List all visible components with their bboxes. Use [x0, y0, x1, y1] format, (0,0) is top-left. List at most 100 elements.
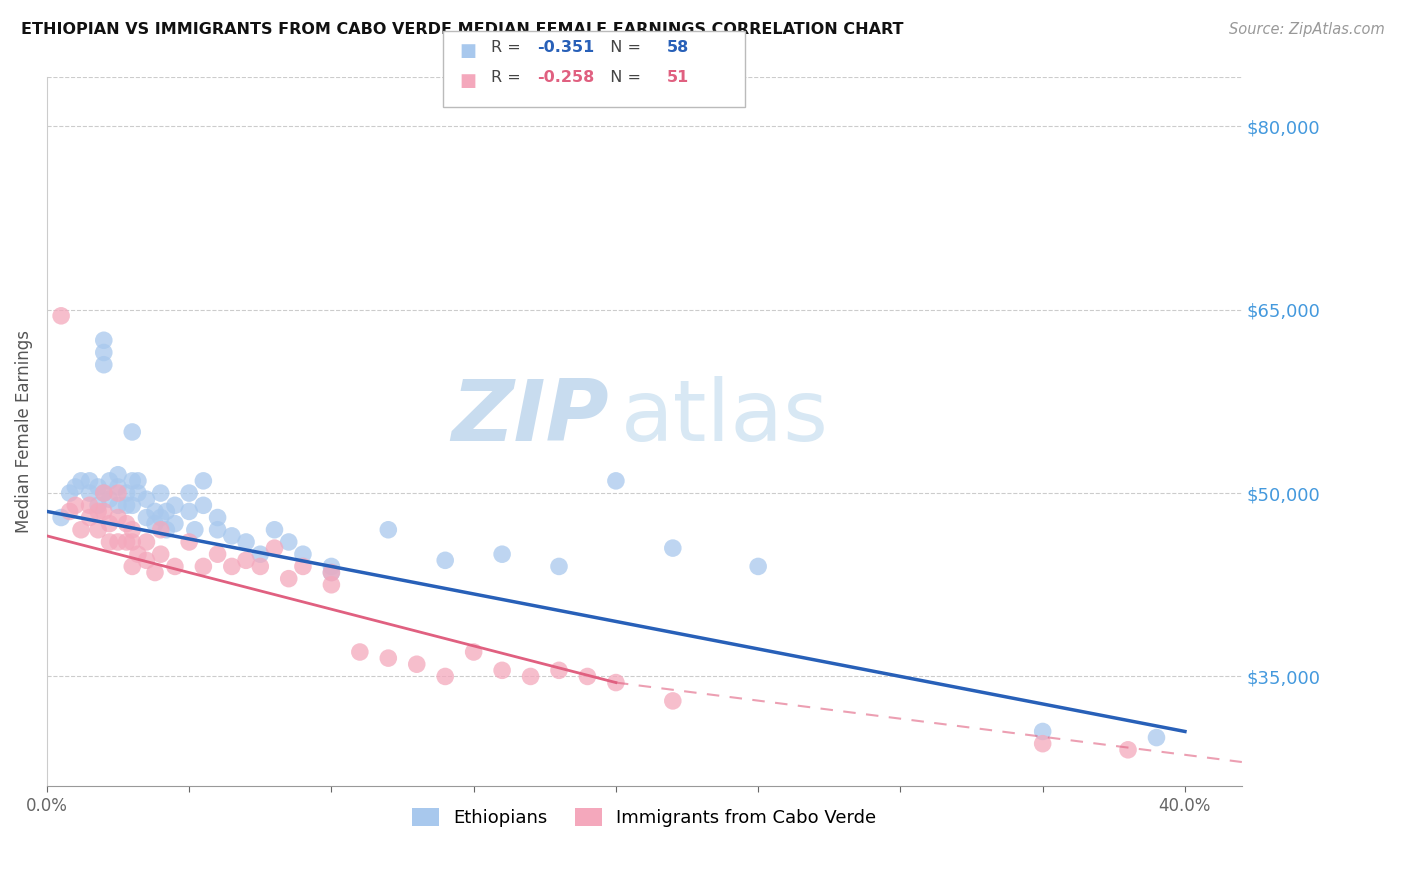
Point	[107, 498, 129, 512]
Point	[576, 669, 599, 683]
Point	[263, 541, 285, 555]
Point	[163, 498, 186, 512]
Text: N =: N =	[600, 70, 647, 85]
Point	[163, 559, 186, 574]
Point	[135, 510, 157, 524]
Point	[121, 474, 143, 488]
Point	[127, 486, 149, 500]
Point	[263, 523, 285, 537]
Point	[115, 498, 138, 512]
Point	[149, 523, 172, 537]
Point	[135, 553, 157, 567]
Point	[98, 492, 121, 507]
Point	[519, 669, 541, 683]
Text: ■: ■	[460, 72, 477, 90]
Point	[121, 425, 143, 439]
Text: N =: N =	[600, 40, 647, 55]
Point	[277, 572, 299, 586]
Point	[193, 474, 215, 488]
Point	[87, 523, 110, 537]
Point	[249, 559, 271, 574]
Text: R =: R =	[491, 70, 526, 85]
Point	[107, 467, 129, 482]
Point	[434, 669, 457, 683]
Point	[127, 474, 149, 488]
Point	[163, 516, 186, 531]
Point	[662, 694, 685, 708]
Point	[377, 651, 399, 665]
Text: Source: ZipAtlas.com: Source: ZipAtlas.com	[1229, 22, 1385, 37]
Point	[135, 535, 157, 549]
Point	[98, 535, 121, 549]
Point	[321, 578, 343, 592]
Point	[79, 486, 101, 500]
Point	[121, 559, 143, 574]
Point	[79, 510, 101, 524]
Point	[98, 474, 121, 488]
Point	[349, 645, 371, 659]
Point	[127, 547, 149, 561]
Point	[65, 498, 87, 512]
Point	[193, 559, 215, 574]
Point	[605, 675, 627, 690]
Point	[155, 504, 177, 518]
Text: ■: ■	[460, 42, 477, 60]
Point	[79, 474, 101, 488]
Text: 51: 51	[666, 70, 689, 85]
Point	[59, 504, 82, 518]
Point	[221, 559, 243, 574]
Point	[65, 480, 87, 494]
Text: R =: R =	[491, 40, 526, 55]
Point	[143, 504, 166, 518]
Legend: Ethiopians, Immigrants from Cabo Verde: Ethiopians, Immigrants from Cabo Verde	[405, 800, 884, 834]
Point	[49, 309, 72, 323]
Point	[434, 553, 457, 567]
Text: -0.258: -0.258	[537, 70, 595, 85]
Point	[107, 510, 129, 524]
Point	[249, 547, 271, 561]
Point	[107, 535, 129, 549]
Point	[49, 510, 72, 524]
Point	[179, 535, 201, 549]
Point	[107, 480, 129, 494]
Point	[1032, 737, 1054, 751]
Point	[1032, 724, 1054, 739]
Text: ZIP: ZIP	[451, 376, 609, 459]
Point	[193, 498, 215, 512]
Point	[235, 535, 257, 549]
Point	[79, 498, 101, 512]
Point	[93, 504, 115, 518]
Point	[107, 486, 129, 500]
Point	[207, 547, 229, 561]
Point	[179, 504, 201, 518]
Point	[291, 559, 314, 574]
Point	[1146, 731, 1168, 745]
Point	[321, 566, 343, 580]
Point	[377, 523, 399, 537]
Point	[491, 547, 513, 561]
Text: ETHIOPIAN VS IMMIGRANTS FROM CABO VERDE MEDIAN FEMALE EARNINGS CORRELATION CHART: ETHIOPIAN VS IMMIGRANTS FROM CABO VERDE …	[21, 22, 904, 37]
Point	[155, 523, 177, 537]
Point	[93, 486, 115, 500]
Point	[70, 523, 93, 537]
Point	[291, 547, 314, 561]
Point	[87, 480, 110, 494]
Point	[93, 333, 115, 347]
Point	[662, 541, 685, 555]
Point	[491, 664, 513, 678]
Point	[143, 516, 166, 531]
Point	[405, 657, 427, 672]
Point	[87, 498, 110, 512]
Point	[115, 516, 138, 531]
Point	[121, 535, 143, 549]
Text: atlas: atlas	[620, 376, 828, 459]
Point	[747, 559, 769, 574]
Point	[548, 664, 571, 678]
Point	[179, 486, 201, 500]
Text: 58: 58	[666, 40, 689, 55]
Point	[149, 510, 172, 524]
Point	[59, 486, 82, 500]
Point	[605, 474, 627, 488]
Point	[221, 529, 243, 543]
Point	[70, 474, 93, 488]
